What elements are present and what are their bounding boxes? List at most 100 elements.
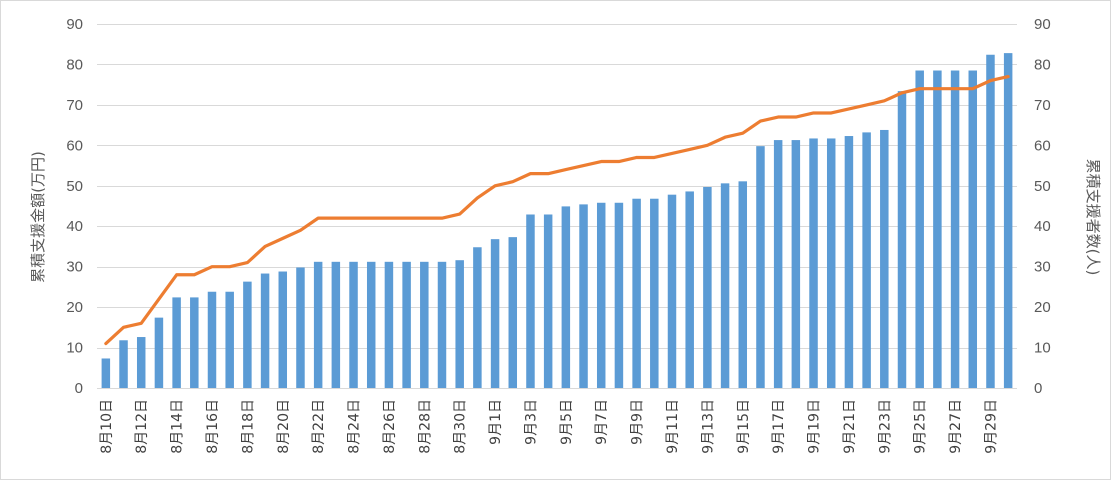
x-tick-label: 8月22日	[311, 399, 327, 454]
x-tick-label: 9月17日	[771, 399, 787, 454]
bar	[243, 282, 251, 388]
y2-tick-label: 60	[1034, 137, 1051, 154]
y-tick-label: 10	[66, 340, 83, 357]
bar	[880, 130, 888, 388]
x-tick-label: 8月28日	[417, 399, 433, 454]
bar	[632, 199, 640, 388]
y2-tick-label: 0	[1034, 380, 1042, 397]
bar	[208, 292, 216, 388]
y-tick-label: 50	[66, 178, 83, 195]
bar	[739, 181, 747, 388]
x-tick-label: 9月5日	[559, 399, 575, 445]
bar	[420, 262, 428, 388]
bar	[455, 260, 463, 388]
y-axis-title: 累積支援金額(万円)	[29, 151, 47, 283]
bar	[951, 71, 959, 388]
bar	[792, 140, 800, 388]
bar	[650, 199, 658, 388]
bar	[579, 204, 587, 388]
y2-tick-label: 90	[1034, 16, 1051, 33]
bar	[367, 262, 375, 388]
x-tick-label: 8月16日	[205, 399, 221, 454]
x-tick-label: 9月13日	[700, 399, 716, 454]
y2-axis-title: 累積支援者数(人)	[1084, 159, 1102, 276]
x-tick-label: 9月29日	[983, 399, 999, 454]
bar	[332, 262, 340, 388]
bar	[774, 140, 782, 388]
y2-tick-label: 80	[1034, 56, 1051, 73]
line-series-path	[106, 77, 1008, 344]
y2-tick-label: 40	[1034, 218, 1051, 235]
bar	[915, 71, 923, 388]
bar	[314, 262, 322, 388]
bar	[668, 195, 676, 388]
line-series	[106, 77, 1008, 344]
bar	[986, 55, 994, 388]
y2-tick-label: 20	[1034, 299, 1051, 316]
y-tick-label: 30	[66, 259, 83, 276]
y-tick-label: 20	[66, 299, 83, 316]
x-tick-label: 9月3日	[523, 399, 539, 445]
bar	[119, 340, 127, 388]
x-tick-label: 9月21日	[842, 399, 858, 454]
bar	[562, 206, 570, 388]
x-tick-label: 8月18日	[240, 399, 256, 454]
bar	[261, 274, 269, 388]
x-tick-label: 8月10日	[99, 399, 115, 454]
bar	[969, 71, 977, 388]
bar	[756, 146, 764, 388]
y-tick-label: 70	[66, 97, 83, 114]
bar	[102, 358, 110, 388]
bar	[1004, 53, 1012, 388]
y2-tick-label: 30	[1034, 259, 1051, 276]
bar	[137, 337, 145, 388]
bar	[155, 318, 163, 388]
x-tick-label: 9月7日	[594, 399, 610, 445]
bar	[349, 262, 357, 388]
y2-tick-label: 70	[1034, 97, 1051, 114]
y2-tick-label: 50	[1034, 178, 1051, 195]
bar	[703, 187, 711, 388]
bar	[685, 191, 693, 388]
x-tick-label: 8月24日	[347, 399, 363, 454]
x-tick-label: 8月26日	[382, 399, 398, 454]
bar	[933, 71, 941, 388]
bar	[296, 267, 304, 388]
bar	[544, 214, 552, 388]
y2-tick-label: 10	[1034, 340, 1051, 357]
x-tick-label: 9月15日	[736, 399, 752, 454]
bar	[721, 183, 729, 388]
x-tick-label: 9月1日	[488, 399, 504, 445]
x-tick-label: 9月19日	[807, 399, 823, 454]
x-axis-ticks: 8月10日 8月12日 8月14日 8月16日 8月18日 8月20日 8月22日 8月24日…	[99, 399, 1000, 454]
bar	[509, 237, 517, 388]
y-tick-label: 40	[66, 218, 83, 235]
gridlines	[97, 25, 1017, 349]
bar	[809, 138, 817, 388]
bar	[438, 262, 446, 388]
bar	[615, 203, 623, 388]
x-tick-label: 9月27日	[948, 399, 964, 454]
bar	[225, 292, 233, 388]
x-tick-label: 9月23日	[877, 399, 893, 454]
bar	[827, 138, 835, 388]
bar	[402, 262, 410, 388]
y-tick-label: 0	[75, 380, 83, 397]
bar	[597, 203, 605, 388]
x-tick-label: 8月20日	[276, 399, 292, 454]
bar	[526, 214, 534, 388]
bar	[845, 136, 853, 388]
bar	[473, 247, 481, 388]
y-tick-label: 80	[66, 56, 83, 73]
x-tick-label: 9月9日	[630, 399, 646, 445]
x-tick-label: 9月25日	[913, 399, 929, 454]
bar	[862, 132, 870, 388]
x-tick-label: 8月14日	[170, 399, 186, 454]
right-axis-ticks: 0 10 20 30 40 50 60 70 80 90	[1034, 16, 1051, 397]
x-tick-label: 8月12日	[134, 399, 150, 454]
bar	[898, 91, 906, 388]
bar	[279, 272, 287, 388]
